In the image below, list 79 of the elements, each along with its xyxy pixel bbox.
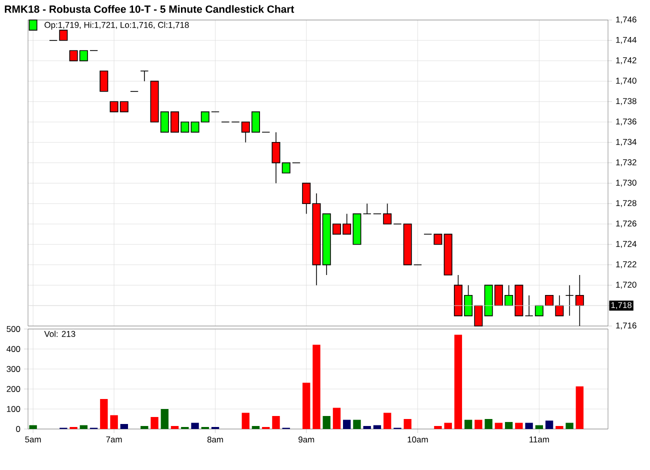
bar (242, 412, 250, 430)
bar (444, 422, 452, 430)
candlestick (383, 203, 392, 224)
bar (120, 424, 128, 430)
y-tick-label: 0 (16, 426, 20, 432)
bar (576, 386, 584, 430)
y-tick-label: 1,724 (616, 240, 636, 248)
bar (140, 426, 148, 430)
candlestick (28, 20, 38, 31)
y-tick-label: 1,740 (616, 78, 636, 85)
y-tick-label: 1,746 (616, 16, 636, 24)
x-tick-label: 5am (25, 436, 41, 442)
y-tick-label: 1,722 (616, 261, 636, 268)
bar (515, 422, 523, 430)
bar (170, 426, 179, 430)
bar (332, 408, 341, 430)
x-tick-label: 10am (408, 436, 428, 443)
x-tick-label: 7am (106, 436, 122, 442)
y-tick-label: 1,744 (616, 36, 636, 44)
bar (150, 417, 158, 430)
annotation: Vol: 213 (44, 330, 76, 337)
y-tick-label: 1,736 (616, 118, 636, 126)
bar (566, 422, 574, 430)
candlestick (434, 234, 442, 245)
x-tick-label: 8am (207, 436, 223, 443)
candlestick (140, 70, 149, 82)
bar (404, 419, 412, 430)
bar (312, 344, 320, 430)
candlestick (59, 30, 68, 41)
candlestick (100, 70, 108, 92)
y-tick-label: 1,738 (616, 98, 636, 106)
bar (525, 422, 533, 430)
bar (383, 412, 392, 430)
y-tick-label: 1,726 (616, 220, 636, 228)
bar (363, 426, 371, 430)
bar (272, 416, 280, 430)
y-tick-label: 200 (6, 386, 20, 392)
bar (474, 420, 482, 430)
x-tick-label: 11am (530, 436, 549, 442)
bar (29, 425, 37, 430)
annotation: Op:1,719, Hi:1,721, Lo:1,716, Cl:1,718 (44, 22, 189, 30)
bar (100, 399, 108, 430)
bar (494, 422, 503, 430)
ref-line-label: 1,718 (611, 302, 632, 310)
bar (545, 420, 554, 430)
y-tick-label: 1,716 (616, 322, 636, 330)
candlestick (282, 162, 290, 174)
y-tick-label: 1,728 (616, 200, 636, 208)
bar (464, 420, 472, 430)
x-tick-label: 9am (298, 436, 314, 443)
y-tick-label: 1,730 (616, 180, 636, 187)
bar (556, 426, 564, 430)
bar (343, 420, 351, 430)
candlestick (565, 284, 574, 316)
bar (454, 334, 462, 430)
y-tick-label: 400 (6, 346, 20, 352)
y-tick-label: 1,742 (616, 57, 636, 64)
y-tick-label: 300 (6, 366, 20, 372)
bar (504, 422, 513, 430)
candlestick (575, 274, 584, 326)
bar (302, 382, 310, 430)
bar (80, 425, 88, 430)
y-tick-label: 1,732 (616, 159, 636, 166)
candlestick (272, 132, 280, 184)
bar (434, 426, 442, 430)
bar (322, 416, 330, 430)
chart-title: RMK18 - Robusta Coffee 10-T - 5 Minute Candlestick Chart (4, 5, 294, 13)
bar (252, 426, 260, 430)
y-tick-label: 500 (6, 326, 20, 332)
y-tick-label: 1,720 (616, 282, 636, 289)
bar (484, 419, 492, 430)
bar (191, 422, 199, 430)
bar (160, 409, 168, 430)
bar (535, 425, 544, 430)
y-tick-label: 1,734 (616, 138, 636, 146)
bar (353, 420, 361, 430)
bar (110, 415, 118, 430)
y-tick-label: 100 (6, 406, 20, 412)
bar (373, 425, 382, 430)
